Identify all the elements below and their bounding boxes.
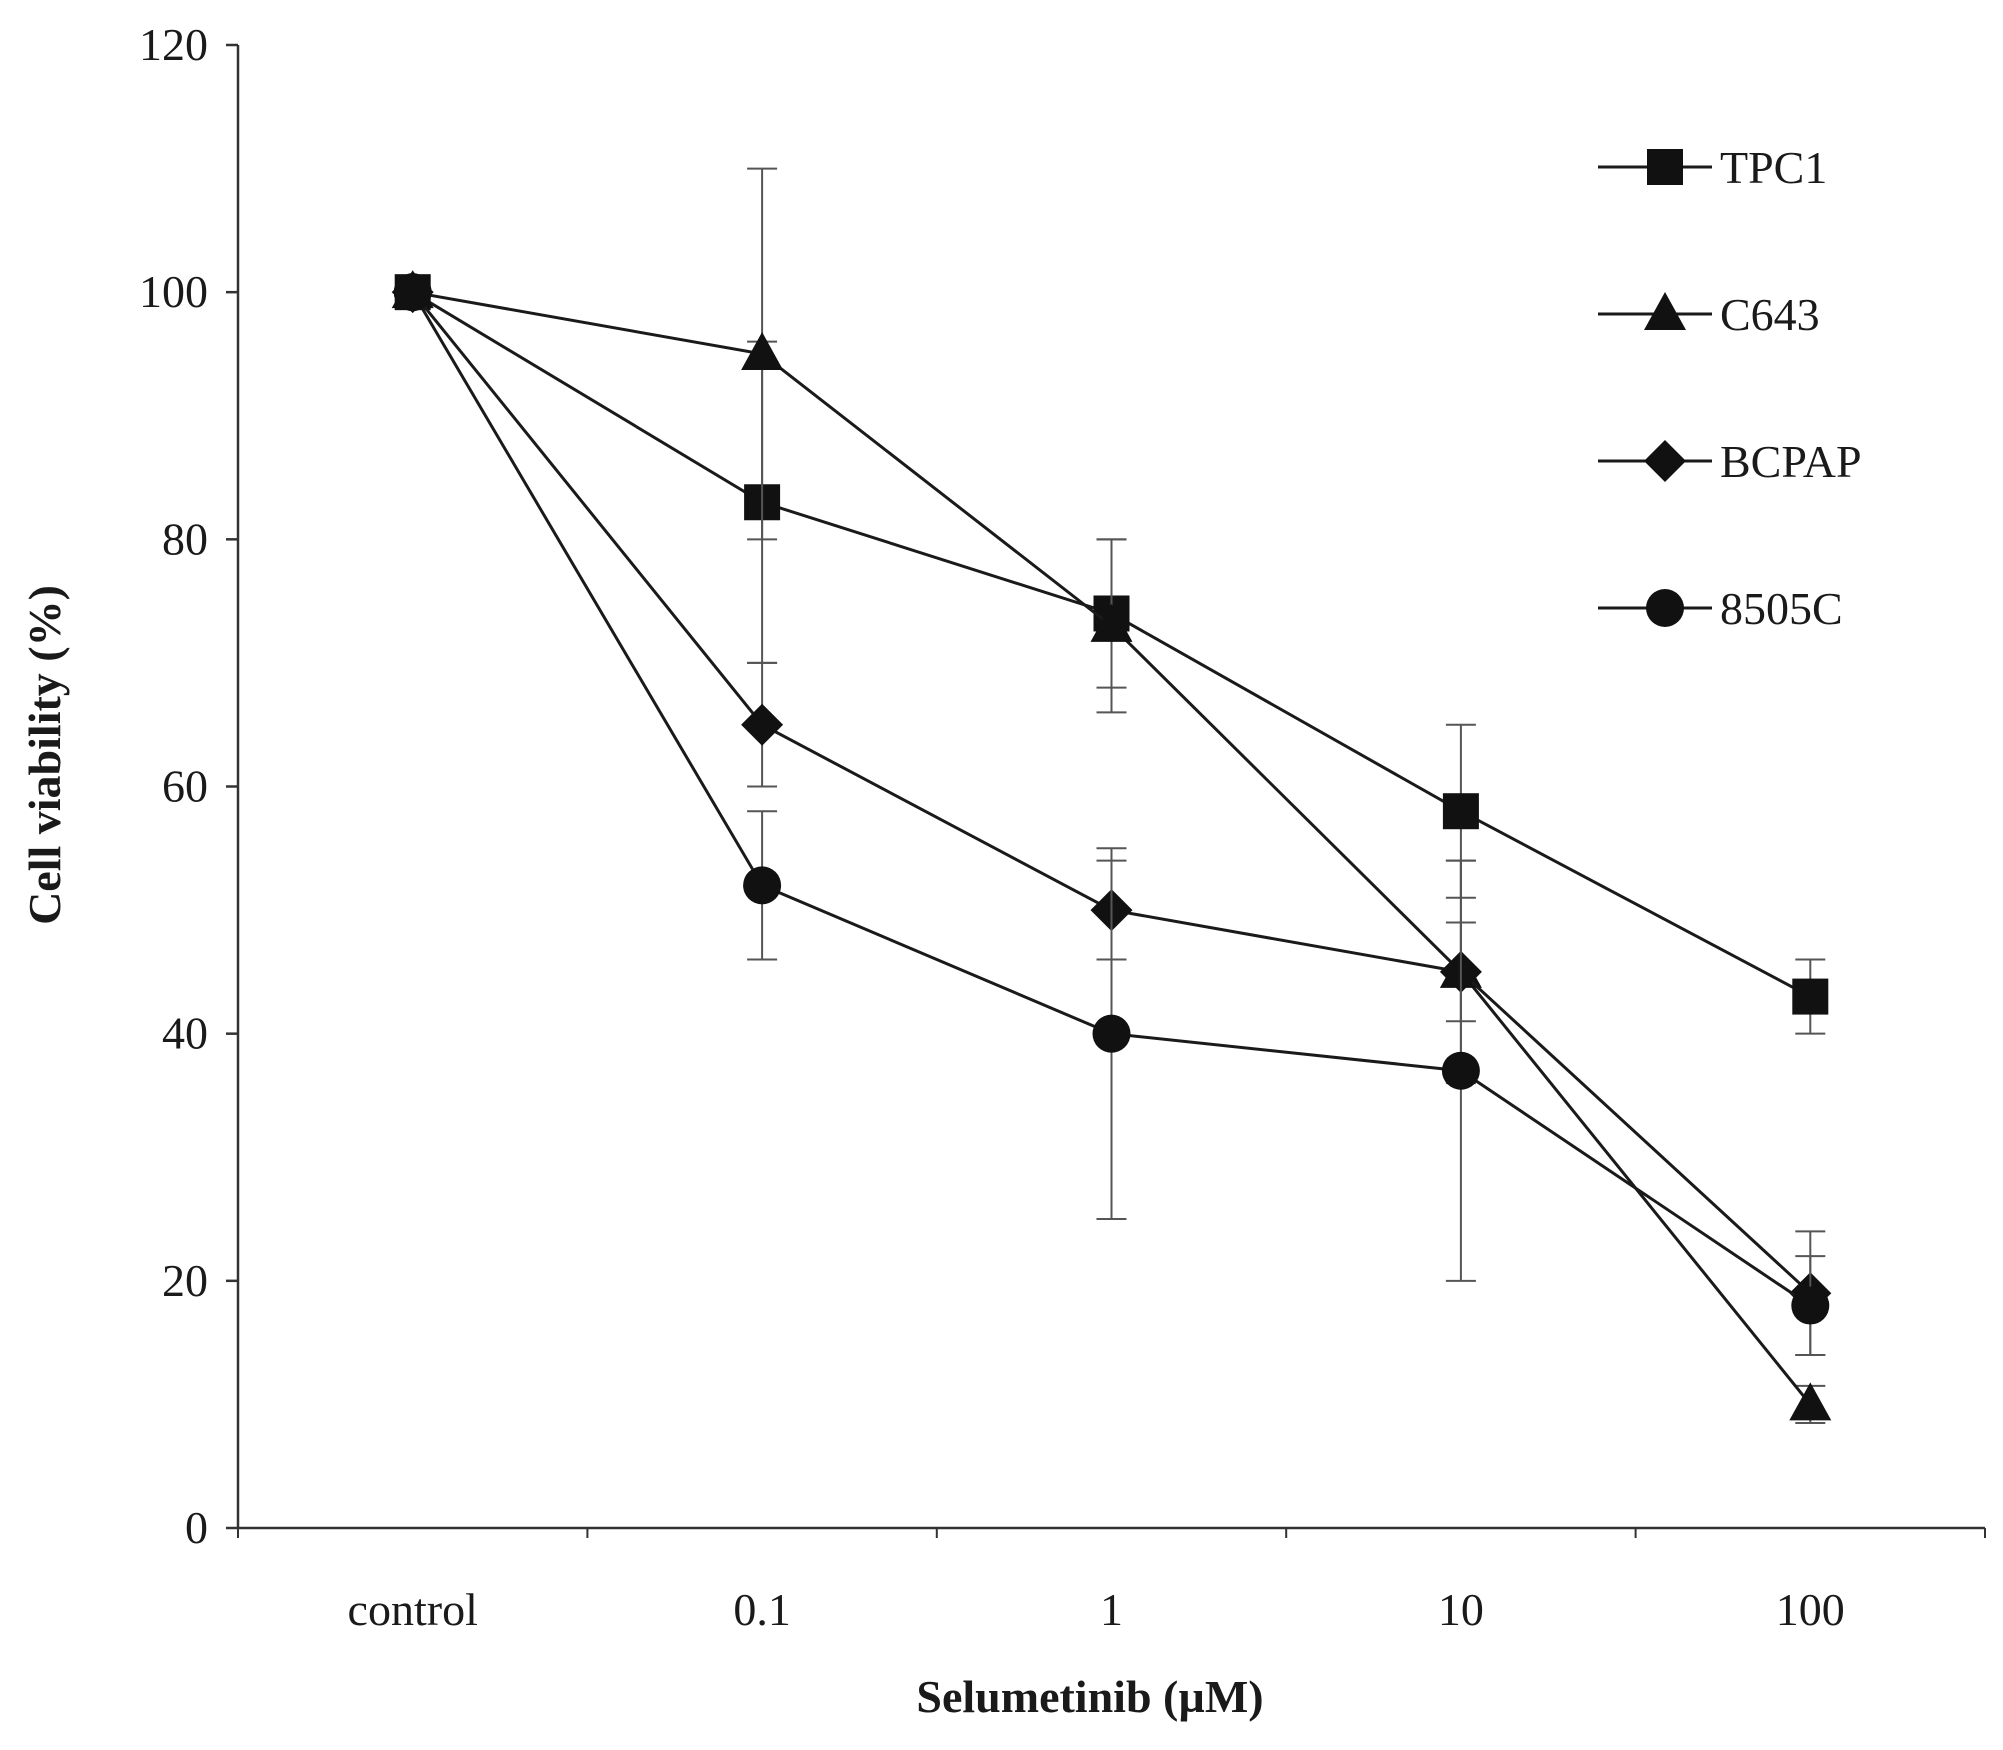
x-tick-label: 1 [1100, 1584, 1123, 1635]
legend-item-c643: C643 [1598, 289, 1820, 340]
x-tick-label: 10 [1438, 1584, 1484, 1635]
legend-label: BCPAP [1720, 436, 1862, 487]
legend-marker [1644, 292, 1686, 330]
data-point-8505c [743, 866, 782, 905]
data-point-8505c [1441, 1051, 1480, 1090]
x-tick-label: 100 [1776, 1584, 1845, 1635]
legend-item-8505c: 8505C [1598, 583, 1843, 634]
y-tick-label: 60 [162, 761, 208, 812]
legend-marker [1644, 440, 1686, 482]
series-layer [391, 167, 1832, 1424]
legend-label: TPC1 [1720, 142, 1827, 193]
data-point-c643 [1789, 1382, 1832, 1421]
y-axis-title: Cell viability (%) [19, 585, 70, 925]
x-axis-title: Selumetinib (µM) [916, 1671, 1263, 1722]
data-point-8505c [393, 273, 432, 312]
legend-item-tpc1: TPC1 [1598, 142, 1827, 193]
x-tick-label: control [348, 1584, 478, 1635]
data-point-8505c [1791, 1286, 1830, 1325]
legend-label: 8505C [1720, 583, 1843, 634]
legend-label: C643 [1720, 289, 1820, 340]
y-tick-label: 100 [139, 266, 208, 317]
y-tick-label: 120 [139, 19, 208, 70]
axes: 0 20 40 60 80 100 120 control 0.1 1 10 100 [139, 19, 1986, 1635]
data-point-tpc1 [1442, 793, 1479, 830]
y-tick-label: 0 [185, 1502, 208, 1553]
y-tick-label: 20 [162, 1255, 208, 1306]
y-tick-label: 40 [162, 1008, 208, 1059]
data-point-c643 [1090, 603, 1133, 642]
y-tick-label: 80 [162, 513, 208, 564]
data-point-bcpap [741, 703, 784, 746]
legend-item-bcpap: BCPAP [1598, 436, 1862, 487]
x-tick-label: 0.1 [733, 1584, 791, 1635]
data-point-tpc1 [1792, 978, 1829, 1015]
series-c643 [391, 167, 1832, 1424]
legend-marker [1646, 589, 1684, 627]
series-8505c [393, 273, 1830, 1356]
data-point-8505c [1092, 1014, 1131, 1053]
legend: TPC1 C643 BCPAP 8505C [1598, 142, 1862, 634]
legend-marker [1647, 149, 1683, 185]
data-point-c643 [741, 331, 784, 370]
